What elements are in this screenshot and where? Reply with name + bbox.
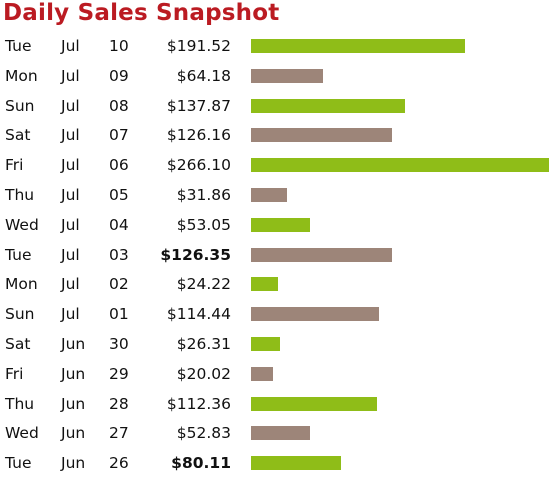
amount-label: $26.31 xyxy=(176,335,231,353)
day-of-week-label: Sat xyxy=(5,126,31,145)
amount-label: $53.05 xyxy=(176,215,231,234)
day-of-week-label: Mon xyxy=(5,66,38,85)
sales-bar xyxy=(251,337,280,351)
table-row: Tue Jul 03 $126.35 xyxy=(0,240,553,270)
sales-bar xyxy=(251,158,549,173)
table-row: Fri Jun 29 $20.02 xyxy=(0,359,553,389)
sales-bar xyxy=(251,217,310,232)
day-of-week-label: Sat xyxy=(5,335,31,353)
month-label: Jul xyxy=(61,186,80,204)
day-number-label: 30 xyxy=(109,335,129,353)
day-number-label: 29 xyxy=(109,364,129,383)
day-of-week-label: Tue xyxy=(5,37,32,55)
table-row: Fri Jul 06 $266.10 xyxy=(0,150,553,180)
day-number-label: 07 xyxy=(109,126,129,145)
day-number-label: 27 xyxy=(109,424,129,443)
amount-label: $191.52 xyxy=(166,37,231,55)
table-row: Thu Jun 28 $112.36 xyxy=(0,389,553,419)
amount-label: $126.35 xyxy=(160,245,231,264)
table-row: Sat Jul 07 $126.16 xyxy=(0,120,553,150)
month-label: Jul xyxy=(61,275,80,294)
amount-label: $64.18 xyxy=(176,66,231,85)
day-number-label: 02 xyxy=(109,275,129,294)
day-number-label: 08 xyxy=(109,96,129,115)
amount-label: $112.36 xyxy=(166,394,231,413)
sales-bar xyxy=(251,396,377,411)
month-label: Jul xyxy=(61,305,80,324)
day-number-label: 28 xyxy=(109,394,129,413)
sales-bar xyxy=(251,277,278,292)
sales-bar xyxy=(251,128,392,143)
month-label: Jun xyxy=(61,454,86,473)
month-label: Jul xyxy=(61,96,80,115)
table-row: Tue Jul 10 $191.52 xyxy=(0,31,553,61)
day-of-week-label: Fri xyxy=(5,156,24,175)
month-label: Jul xyxy=(61,215,80,234)
month-label: Jun xyxy=(61,335,86,353)
day-number-label: 10 xyxy=(109,37,129,55)
day-of-week-label: Wed xyxy=(5,424,39,443)
day-of-week-label: Mon xyxy=(5,275,38,294)
amount-label: $24.22 xyxy=(176,275,231,294)
day-number-label: 06 xyxy=(109,156,129,175)
sales-bar xyxy=(251,68,323,83)
day-of-week-label: Sun xyxy=(5,96,35,115)
month-label: Jul xyxy=(61,66,80,85)
table-row: Thu Jul 05 $31.86 xyxy=(0,180,553,210)
month-label: Jul xyxy=(61,245,80,264)
amount-label: $114.44 xyxy=(166,305,231,324)
table-row: Sun Jul 08 $137.87 xyxy=(0,91,553,121)
sales-bar xyxy=(251,426,310,441)
amount-label: $20.02 xyxy=(176,364,231,383)
month-label: Jul xyxy=(61,156,80,175)
amount-label: $80.11 xyxy=(171,454,231,473)
table-row: Tue Jun 26 $80.11 xyxy=(0,448,553,478)
amount-label: $266.10 xyxy=(166,156,231,175)
day-number-label: 09 xyxy=(109,66,129,85)
day-of-week-label: Thu xyxy=(5,186,35,204)
amount-label: $137.87 xyxy=(166,96,231,115)
chart-title: Daily Sales Snapshot xyxy=(3,0,280,26)
month-label: Jul xyxy=(61,37,80,55)
day-number-label: 04 xyxy=(109,215,129,234)
sales-bar xyxy=(251,307,379,322)
table-row: Wed Jul 04 $53.05 xyxy=(0,210,553,240)
sales-bar xyxy=(251,456,341,471)
sales-bar xyxy=(251,39,465,53)
amount-label: $31.86 xyxy=(176,186,231,204)
table-row: Sat Jun 30 $26.31 xyxy=(0,329,553,359)
month-label: Jun xyxy=(61,394,86,413)
day-number-label: 05 xyxy=(109,186,129,204)
table-row: Mon Jul 09 $64.18 xyxy=(0,61,553,91)
sales-bar xyxy=(251,247,392,262)
day-of-week-label: Sun xyxy=(5,305,35,324)
sales-bar xyxy=(251,98,405,113)
table-row: Mon Jul 02 $24.22 xyxy=(0,269,553,299)
day-number-label: 26 xyxy=(109,454,129,473)
table-row: Wed Jun 27 $52.83 xyxy=(0,418,553,448)
amount-label: $126.16 xyxy=(166,126,231,145)
day-of-week-label: Wed xyxy=(5,215,39,234)
day-number-label: 01 xyxy=(109,305,129,324)
table-row: Sun Jul 01 $114.44 xyxy=(0,299,553,329)
day-of-week-label: Thu xyxy=(5,394,35,413)
day-of-week-label: Fri xyxy=(5,364,24,383)
day-of-week-label: Tue xyxy=(5,245,32,264)
month-label: Jun xyxy=(61,364,86,383)
day-of-week-label: Tue xyxy=(5,454,32,473)
sales-bar xyxy=(251,188,287,202)
sales-bar xyxy=(251,366,273,381)
month-label: Jun xyxy=(61,424,86,443)
amount-label: $52.83 xyxy=(176,424,231,443)
day-number-label: 03 xyxy=(109,245,129,264)
month-label: Jul xyxy=(61,126,80,145)
